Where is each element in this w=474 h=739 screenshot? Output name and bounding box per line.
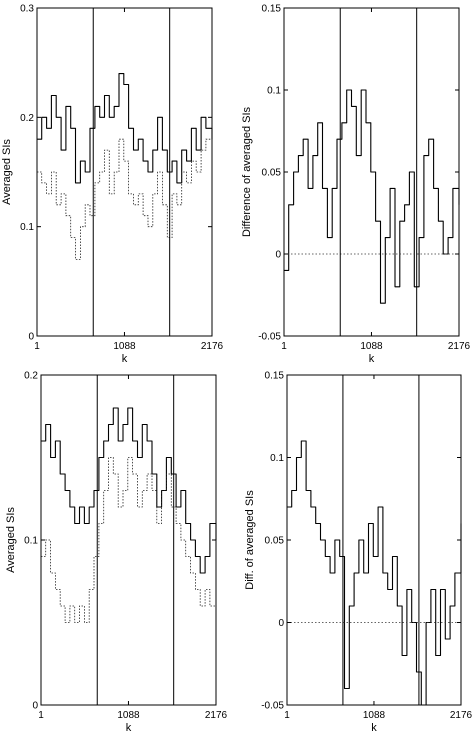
y-tick-label: 0.2 <box>20 113 34 124</box>
y-tick-label: 0.1 <box>20 222 34 233</box>
y-axis-label: Difference of averaged SIs <box>241 106 253 237</box>
x-tick-label: 2176 <box>205 710 228 721</box>
x-tick-label: 1088 <box>360 341 383 352</box>
x-tick-label: 2176 <box>201 341 224 352</box>
y-tick-label: -0.05 <box>261 701 284 712</box>
y-axis-label: Averaged SIs <box>5 507 17 573</box>
y-tick-label: 0 <box>28 332 34 343</box>
x-tick-label: 2176 <box>448 341 471 352</box>
plot-frame <box>36 7 213 337</box>
y-tick-label: 0.1 <box>267 86 281 97</box>
y-axis-label: Diff. of averaged SIs <box>244 490 256 590</box>
y-tick-label: 0.3 <box>20 4 34 15</box>
y-tick-label: 0.1 <box>270 453 284 464</box>
y-tick-label: 0.05 <box>262 168 282 179</box>
y-tick-label: 0 <box>32 701 38 712</box>
x-axis-label: k <box>369 353 375 365</box>
x-tick-label: 1 <box>281 341 287 352</box>
plot-frame <box>286 374 462 706</box>
y-tick-label: 0.05 <box>265 536 285 547</box>
y-tick-label: 0.15 <box>262 4 282 15</box>
chart-panel-2: -0.05 0 0.05 0.1 0.15 1 1088 2176 k Difference of… <box>241 4 471 366</box>
x-tick-label: 1 <box>284 710 290 721</box>
y-axis-label: Averaged SIs <box>1 139 13 205</box>
chart-panel-3: 0 0.1 0.2 1 1088 2176 k Averaged SIs <box>5 371 228 735</box>
y-tick-label: -0.05 <box>258 332 281 343</box>
plot-frame <box>40 374 217 706</box>
x-tick-label: 1088 <box>113 341 136 352</box>
chart-series-line-1 <box>41 407 217 574</box>
chart-panel-4: -0.05 0 0.05 0.1 0.15 1 1088 2176 k Diff. of aver… <box>244 371 473 735</box>
y-tick-label: 0 <box>275 250 281 261</box>
x-axis-label: k <box>126 722 132 734</box>
y-tick-label: 0 <box>278 618 284 629</box>
y-tick-label: 0.15 <box>265 371 285 382</box>
x-axis-label: k <box>122 353 128 365</box>
chart-series-line-1 <box>287 440 462 706</box>
x-tick-label: 1 <box>34 341 40 352</box>
x-tick-label: 1 <box>38 710 44 721</box>
y-tick-label: 0.1 <box>24 536 38 547</box>
x-axis-label: k <box>371 722 377 734</box>
x-tick-label: 1088 <box>117 710 140 721</box>
chart-series-line-2 <box>37 138 213 260</box>
chart-series-line-1 <box>284 89 460 304</box>
y-tick-label: 0.2 <box>24 371 38 382</box>
x-tick-label: 2176 <box>450 710 473 721</box>
chart-series-line-1 <box>37 73 213 184</box>
chart-series-line-2 <box>41 457 217 623</box>
chart-panel-1: 0 0.1 0.2 0.3 1 1088 2176 k Averaged SIs <box>1 4 224 366</box>
x-tick-label: 1088 <box>363 710 386 721</box>
